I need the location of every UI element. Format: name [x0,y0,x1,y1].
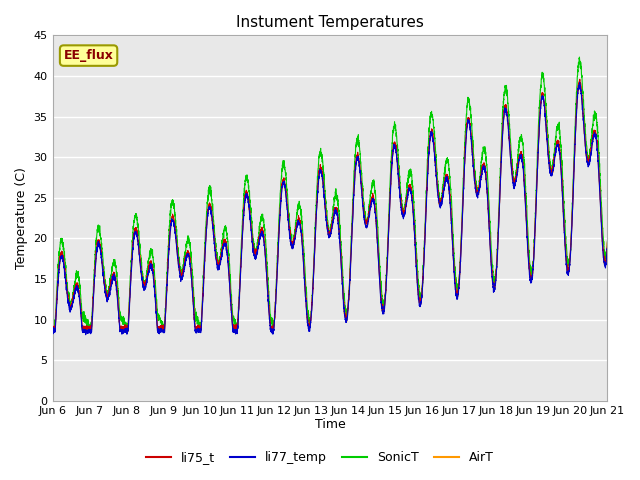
X-axis label: Time: Time [315,419,346,432]
Title: Instument Temperatures: Instument Temperatures [236,15,424,30]
Text: EE_flux: EE_flux [63,49,113,62]
Y-axis label: Temperature (C): Temperature (C) [15,167,28,269]
Legend: li75_t, li77_temp, SonicT, AirT: li75_t, li77_temp, SonicT, AirT [141,446,499,469]
